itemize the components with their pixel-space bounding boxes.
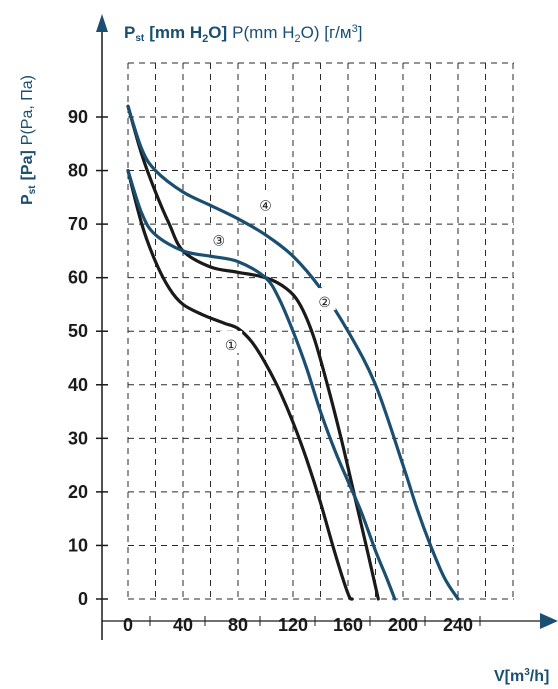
x-tick-label: 120 bbox=[278, 615, 308, 635]
curve-2 bbox=[126, 104, 380, 601]
x-tick-label: 0 bbox=[123, 615, 133, 635]
y-axis-title-side: Pst[Pa]P(Pa, Па) bbox=[19, 75, 38, 205]
curve-3 bbox=[126, 169, 397, 601]
x-tick-label: 40 bbox=[173, 615, 193, 635]
grid bbox=[127, 62, 514, 600]
y-tick-label: 90 bbox=[68, 107, 88, 127]
x-tick-label: 160 bbox=[333, 615, 363, 635]
series-curves bbox=[126, 104, 460, 601]
series-label-2: ② bbox=[313, 288, 336, 311]
y-tick-labels: 0 10 20 30 40 50 60 70 80 90 bbox=[68, 107, 108, 609]
series-label-1: ① bbox=[220, 330, 243, 353]
y-axis-arrow bbox=[96, 14, 108, 32]
x-axis-arrow bbox=[540, 613, 558, 629]
y-axis bbox=[96, 14, 108, 640]
y-axis-title-top: Pst [mm H2O] P(mm H2O) [г/м3] bbox=[124, 23, 362, 45]
curve-4 bbox=[126, 104, 460, 601]
x-tick-labels: 0 40 80 120 160 200 240 bbox=[123, 615, 473, 635]
curve-1 bbox=[126, 169, 354, 601]
y-tick-label: 60 bbox=[68, 268, 88, 288]
series-label-3: ③ bbox=[207, 226, 230, 249]
y-tick-label: 80 bbox=[68, 161, 88, 181]
y-tick-label: 10 bbox=[68, 535, 88, 555]
x-axis bbox=[102, 613, 558, 629]
y-tick-label: 20 bbox=[68, 482, 88, 502]
series-labels: ① ② ③ ④ bbox=[207, 191, 336, 353]
x-tick-label: 80 bbox=[228, 615, 248, 635]
x-tick-label: 200 bbox=[388, 615, 418, 635]
x-tick-label: 240 bbox=[443, 615, 473, 635]
svg-text:④: ④ bbox=[259, 198, 272, 214]
series-label-4: ④ bbox=[254, 191, 277, 214]
y-tick-label: 0 bbox=[78, 589, 88, 609]
y-tick-label: 30 bbox=[68, 428, 88, 448]
x-axis-minor-ticks bbox=[149, 616, 481, 626]
y-tick-label: 50 bbox=[68, 321, 88, 341]
svg-text:③: ③ bbox=[212, 233, 225, 249]
x-axis-title: V[m3/h] bbox=[494, 667, 549, 685]
y-tick-label: 70 bbox=[68, 214, 88, 234]
svg-text:②: ② bbox=[318, 294, 331, 310]
y-tick-label: 40 bbox=[68, 375, 88, 395]
svg-text:①: ① bbox=[225, 337, 238, 353]
